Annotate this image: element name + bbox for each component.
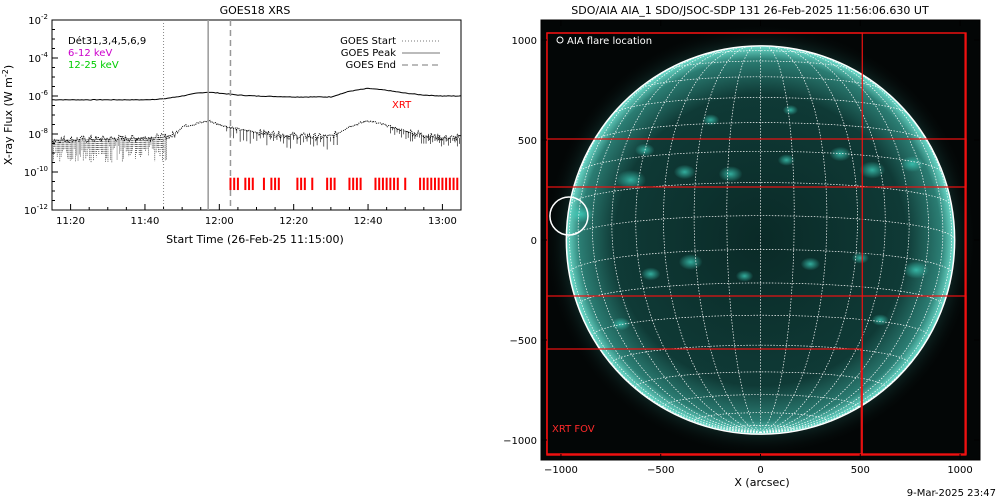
goes-chart-title: GOES18 XRS bbox=[220, 4, 291, 17]
aia-image-panel: SDO/AIA AIA_1 SDO/JSOC-SDP 131 26-Feb-20… bbox=[503, 4, 996, 499]
x-tick-label: 11:40 bbox=[131, 216, 160, 227]
grid-line bbox=[637, 76, 884, 91]
active-region-glow bbox=[871, 314, 889, 326]
goes-plot-frame bbox=[51, 19, 462, 211]
active-region-glow bbox=[829, 146, 852, 162]
xrt-fov-boxes bbox=[546, 32, 967, 456]
active-region-glow bbox=[615, 169, 646, 191]
grid-line bbox=[760, 47, 910, 433]
x-tick-label: 0 bbox=[757, 465, 763, 476]
active-region-glow bbox=[718, 166, 743, 182]
goes-legend: GOES Start GOES Peak GOES End bbox=[340, 36, 440, 71]
grid-line bbox=[577, 56, 761, 433]
grid-line bbox=[726, 425, 795, 430]
energy-label-high: 12-25 keV bbox=[68, 60, 119, 71]
energy-label-low: 6-12 keV bbox=[68, 48, 112, 59]
active-region-glow bbox=[641, 267, 661, 281]
y-tick-label: 10-4 bbox=[28, 51, 48, 65]
goes-y-axis-label: X-ray Flux (W m-2) bbox=[1, 65, 15, 165]
grid-line bbox=[726, 45, 761, 433]
grid-line bbox=[613, 97, 908, 114]
y-tick-label: −1000 bbox=[503, 436, 537, 447]
active-region-glow bbox=[678, 254, 703, 270]
xrt-observation-ticks bbox=[229, 177, 459, 191]
active-region-glow bbox=[735, 270, 754, 282]
x-tick-label: 500 bbox=[851, 465, 870, 476]
grid-line bbox=[593, 122, 928, 142]
grid-line bbox=[760, 45, 795, 433]
active-region-glow bbox=[851, 252, 869, 264]
y-tick-label: 10-6 bbox=[28, 89, 48, 103]
y-tick-label: 10-12 bbox=[24, 203, 48, 217]
grid-line bbox=[760, 50, 929, 433]
aia-x-axis: −1000 −500 0 500 1000 bbox=[544, 20, 973, 476]
grid-line bbox=[578, 150, 943, 174]
solar-limb bbox=[565, 45, 956, 435]
y-tick-label: 1000 bbox=[512, 36, 537, 47]
x-tick-label: −500 bbox=[647, 465, 674, 476]
x-tick-label: 13:00 bbox=[428, 216, 457, 227]
xrt-fov-box bbox=[546, 32, 967, 456]
y-tick-label: 500 bbox=[518, 136, 537, 147]
legend-goes-end: GOES End bbox=[346, 60, 396, 71]
y-tick-label: 0 bbox=[531, 236, 537, 247]
grid-line bbox=[569, 182, 952, 206]
x-tick-label: 12:00 bbox=[205, 216, 234, 227]
xrt-fov-label: XRT FOV bbox=[552, 424, 595, 435]
grid-line bbox=[592, 50, 761, 433]
footer-timestamp: 9-Mar-2025 23:47 bbox=[907, 488, 996, 499]
x-tick-label: 12:20 bbox=[279, 216, 308, 227]
grid-line bbox=[635, 47, 761, 433]
grid-line bbox=[760, 46, 858, 433]
active-regions bbox=[567, 104, 930, 331]
goes-x-axis: 11:20 11:40 12:00 12:20 12:40 13:00 bbox=[51, 204, 462, 227]
active-region-glow bbox=[611, 317, 631, 331]
active-region-glow bbox=[859, 161, 886, 179]
x-tick-label: 1000 bbox=[947, 465, 972, 476]
aia-y-axis: −1000 −500 0 500 1000 bbox=[503, 36, 980, 447]
grid-line bbox=[760, 56, 944, 433]
grid-line bbox=[666, 60, 855, 71]
xrt-label: XRT bbox=[392, 100, 412, 111]
grid-line bbox=[760, 45, 828, 433]
goes-x-axis-label: Start Time (26-Feb-25 11:15:00) bbox=[166, 233, 344, 246]
grid-line bbox=[611, 47, 761, 433]
aia-chart-title: SDO/AIA AIA_1 SDO/JSOC-SDP 131 26-Feb-20… bbox=[571, 4, 929, 17]
grid-line bbox=[760, 47, 886, 433]
flare-location-marker bbox=[549, 196, 589, 236]
legend-goes-peak: GOES Peak bbox=[341, 48, 396, 59]
y-tick-label: 10-8 bbox=[28, 127, 48, 141]
legend-flare-text: AIA flare location bbox=[567, 36, 652, 47]
detector-label: Dét31,3,4,5,6,9 bbox=[68, 35, 146, 47]
grid-line bbox=[568, 87, 761, 433]
goes-y-axis: 10-12 10-10 10-8 10-6 10-4 10-2 bbox=[24, 13, 58, 217]
active-region-glow bbox=[673, 164, 696, 180]
active-region-glow bbox=[777, 154, 796, 166]
active-region-glow bbox=[900, 156, 925, 172]
x-tick-label: 12:40 bbox=[354, 216, 383, 227]
y-tick-label: 10-10 bbox=[24, 165, 48, 179]
goes-lightcurve-panel: GOES18 XRS 10-12 10-10 10-8 10-6 10-4 10-2 11… bbox=[1, 4, 462, 246]
y-tick-label: −500 bbox=[510, 336, 537, 347]
goes-low-channel-noise bbox=[52, 126, 460, 163]
x-tick-label: −1000 bbox=[544, 465, 578, 476]
active-region-glow bbox=[782, 104, 798, 116]
x-tick-label: 11:20 bbox=[56, 216, 85, 227]
y-tick-label: 10-2 bbox=[28, 13, 48, 27]
active-region-glow bbox=[701, 114, 720, 126]
goes-series-long-channel bbox=[52, 87, 461, 101]
grid-line bbox=[663, 46, 761, 433]
active-region-glow bbox=[903, 261, 930, 279]
active-region-glow bbox=[800, 257, 821, 271]
active-region-glow bbox=[567, 205, 594, 223]
grid-line bbox=[760, 87, 953, 433]
legend-goes-start: GOES Start bbox=[340, 36, 396, 47]
heliographic-grid bbox=[566, 45, 955, 433]
aia-x-axis-label: X (arcsec) bbox=[734, 476, 789, 489]
grid-line bbox=[693, 45, 761, 433]
goes-series-short-channel bbox=[52, 119, 461, 145]
legend-flare-icon bbox=[556, 36, 564, 44]
